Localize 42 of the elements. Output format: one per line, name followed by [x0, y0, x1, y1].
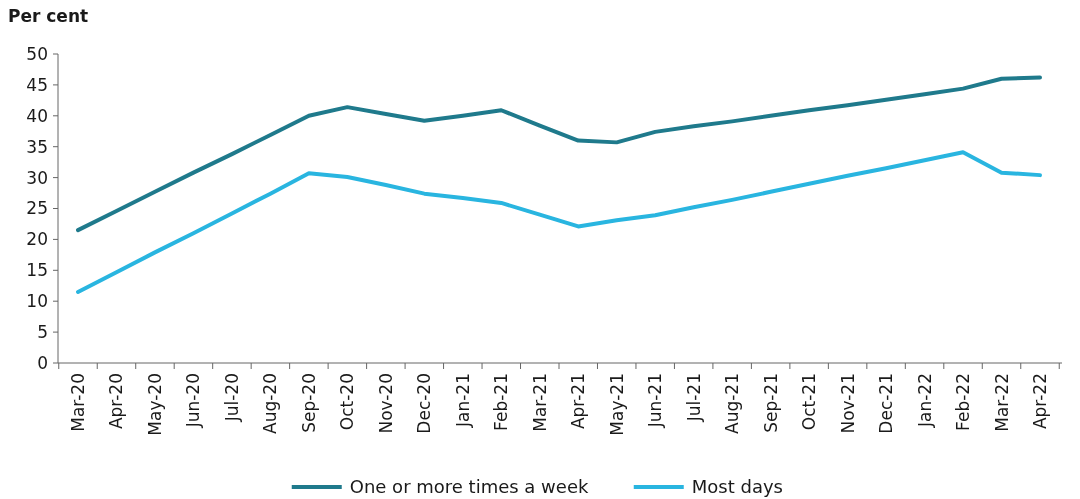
x-tick-label: Sep-21: [760, 373, 781, 433]
x-tick-label: Jun-21: [645, 373, 666, 429]
x-tick-label: Apr-22: [1030, 373, 1050, 430]
x-tick-label: Jan-21: [452, 373, 473, 428]
x-tick-label: Nov-21: [837, 373, 858, 434]
x-tick-label: Mar-20: [68, 373, 88, 432]
x-tick-label: Aug-20: [260, 373, 281, 434]
x-tick-label: Dec-20: [414, 373, 435, 434]
y-tick-label: 5: [37, 322, 48, 343]
x-tick-label: Jul-21: [683, 373, 704, 423]
x-tick-label: Dec-21: [876, 373, 897, 434]
x-tick-label: Aug-21: [722, 373, 743, 434]
x-tick-label: Feb-22: [953, 373, 974, 431]
x-tick-label: Mar-22: [991, 373, 1012, 432]
x-tick-label: Oct-21: [799, 373, 820, 431]
y-tick-label: 50: [26, 43, 48, 64]
line-series: [76, 150, 1042, 294]
x-tick-label: Sep-20: [298, 373, 319, 433]
y-tick-label: 15: [26, 260, 48, 281]
y-tick-label: 40: [26, 105, 48, 126]
y-tick-label: 25: [26, 198, 48, 219]
x-tick-label: Jun-20: [183, 373, 204, 429]
legend-label: One or more times a week: [349, 476, 589, 498]
y-tick-label: 45: [26, 74, 48, 95]
y-tick-label: 35: [26, 136, 48, 157]
x-tick-label: May-20: [144, 373, 165, 436]
x-tick-label: Apr-20: [106, 373, 127, 430]
y-axis-title: Per cent: [8, 6, 89, 26]
legend-label: Most days: [691, 476, 783, 498]
x-tick-label: Mar-21: [529, 373, 550, 432]
line-series: [76, 75, 1042, 233]
x-tick-label: Jul-20: [221, 373, 242, 423]
x-tick-label: Jan-22: [914, 373, 935, 428]
x-tick-label: Feb-21: [491, 373, 512, 431]
y-tick-label: 30: [26, 167, 48, 188]
x-tick-label: May-21: [606, 373, 627, 436]
x-tick-label: Nov-20: [375, 373, 396, 434]
y-tick-label: 0: [37, 352, 48, 373]
y-tick-label: 20: [26, 229, 48, 250]
x-tick-label: Apr-21: [568, 373, 589, 430]
y-tick-label: 10: [26, 291, 48, 312]
x-tick-label: Oct-20: [337, 373, 358, 431]
